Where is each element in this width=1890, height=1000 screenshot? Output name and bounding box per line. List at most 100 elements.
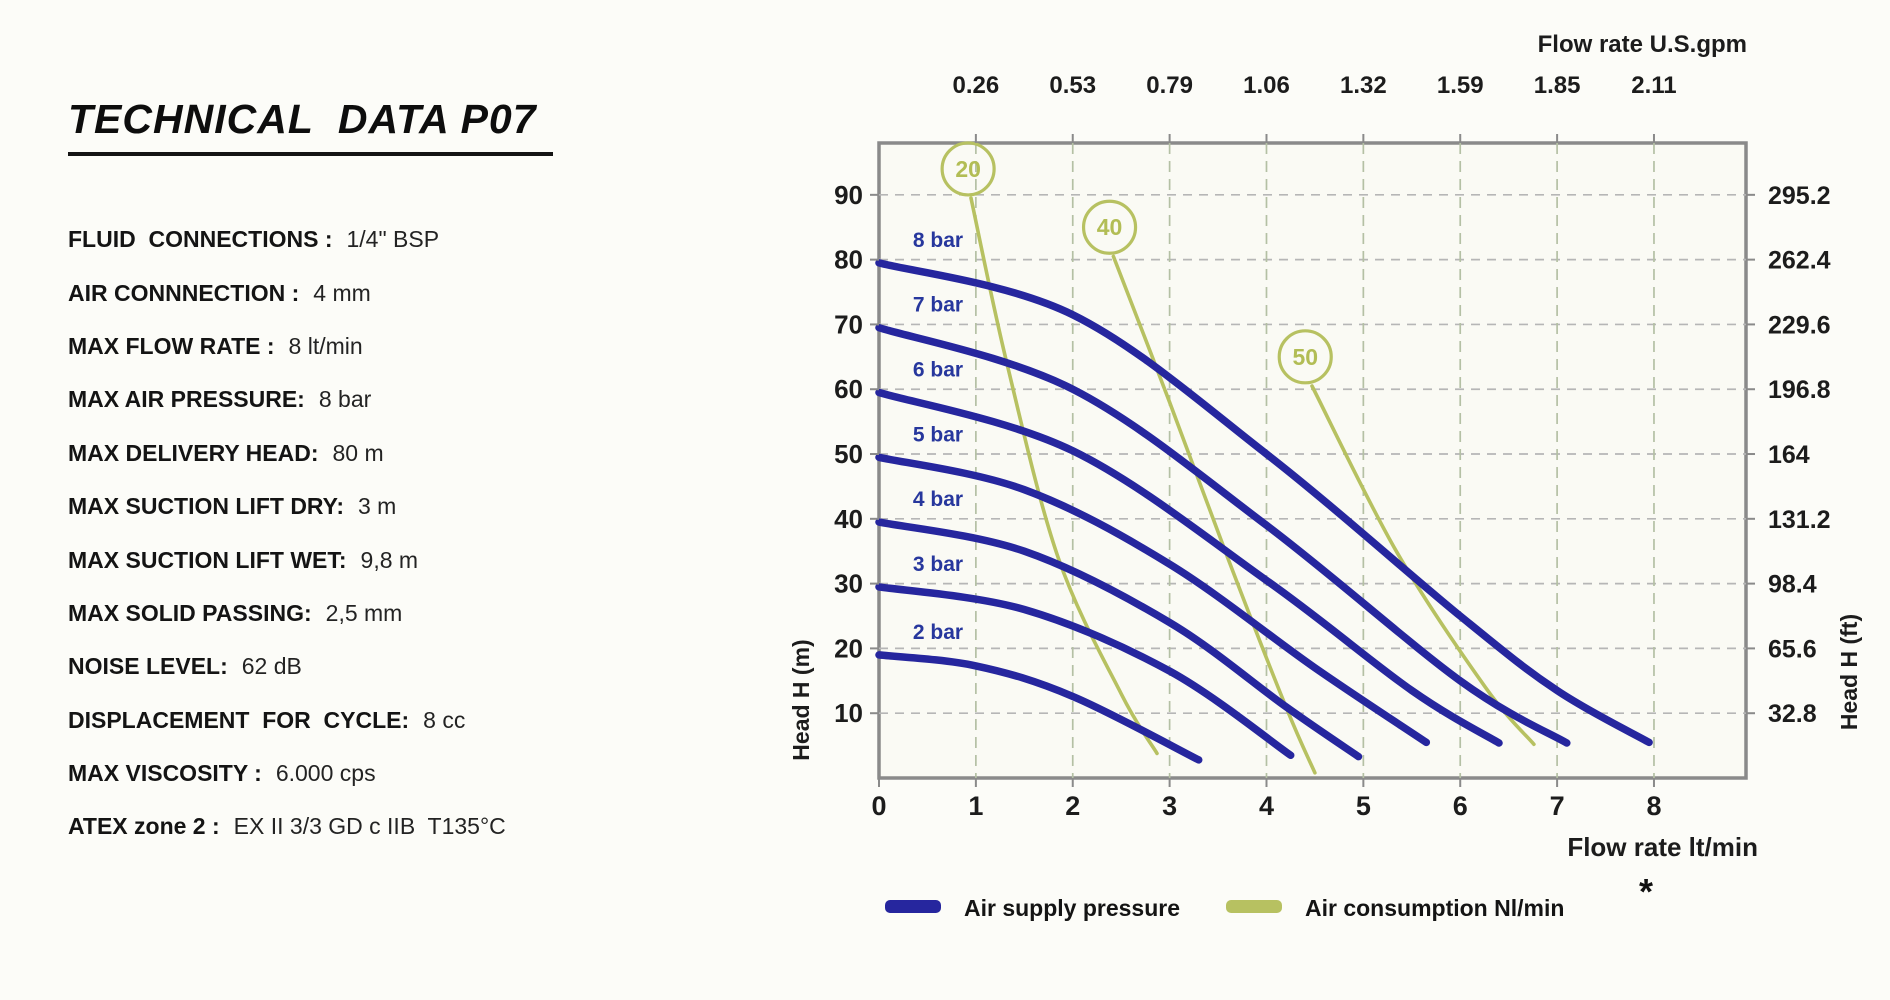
legend-swatch-air-consumption (1226, 900, 1282, 913)
x2-tick-label-6: 1.59 (1437, 72, 1484, 99)
y-tick-label-50: 50 (834, 439, 863, 469)
consumption-badge-value-20: 20 (955, 156, 981, 182)
curve-label-6-bar: 6 bar (913, 358, 963, 381)
spec-value: 3 m (357, 493, 397, 520)
spec-value: 8 bar (318, 386, 372, 413)
spec-value: 6.000 cps (275, 760, 376, 787)
spec-label: MAX SOLID PASSING: (68, 599, 312, 626)
spec-row: MAX FLOW RATE : 8 lt/min (68, 320, 748, 373)
consumption-badges: 20 40 50 (940, 141, 1333, 385)
axis-ticks: 0 1 2 3 4 5 6 7 8 0.26 0.53 0.79 1.06 1.32 1.59 1.85 2.1… (834, 72, 1831, 821)
technical-data-panel: TECHNICAL DATA P07 (68, 96, 728, 156)
supply-curve-3-bar (875, 583, 1295, 760)
legend-label-air-consumption: Air consumption Nl/min (1305, 895, 1564, 921)
consumption-line-20 (969, 196, 1159, 756)
x2-tick-label-5: 1.32 (1340, 72, 1387, 99)
plot-area (877, 141, 1748, 780)
x-tick-label-5: 5 (1356, 791, 1371, 821)
supply-curve-2-bar (875, 651, 1203, 764)
consumption-badge-value-40: 40 (1097, 214, 1123, 240)
y2-tick-label-65.6: 65.6 (1768, 635, 1817, 663)
curve-label-4-bar: 4 bar (913, 488, 963, 511)
spec-label: FLUID CONNECTIONS : (68, 226, 333, 253)
y-tick-label-80: 80 (834, 245, 863, 275)
consumption-badge-circle-20 (940, 141, 996, 197)
spec-list: FLUID CONNECTIONS : 1/4" BSP AIR CONNNECTI… (68, 213, 748, 854)
y2-tick-label-295.2: 295.2 (1768, 182, 1831, 210)
y-tick-label-10: 10 (834, 698, 863, 728)
plot-frame (877, 141, 1748, 780)
spec-row: MAX VISCOSITY : 6.000 cps (68, 747, 748, 800)
y-tick-label-90: 90 (834, 180, 863, 210)
x-tick-label-7: 7 (1550, 791, 1565, 821)
spec-row: ATEX zone 2 : EX II 3/3 GD c IIB T135°C (68, 800, 748, 853)
supply-curve-6-bar (875, 388, 1503, 747)
spec-row: AIR CONNNECTION : 4 mm (68, 266, 748, 319)
y2-tick-label-98.4: 98.4 (1768, 571, 1817, 599)
spec-row: MAX DELIVERY HEAD: 80 m (68, 427, 748, 480)
spec-row: DISPLACEMENT FOR CYCLE: 8 cc (68, 694, 748, 747)
spec-value: EX II 3/3 GD c IIB T135°C (233, 813, 506, 840)
supply-curve-7-bar (875, 323, 1571, 747)
y-tick-label-60: 60 (834, 374, 863, 404)
spec-value: 4 mm (313, 279, 371, 306)
spec-value: 62 dB (241, 653, 302, 680)
x-tick-label-0: 0 (871, 791, 886, 821)
curve-label-5-bar: 5 bar (913, 423, 963, 446)
top-axis-title: Flow rate U.S.gpm (1538, 31, 1747, 58)
legend-swatch-air-supply (885, 900, 941, 913)
y-tick-label-40: 40 (834, 504, 863, 534)
x2-tick-label-7: 1.85 (1534, 72, 1581, 99)
spec-row: NOISE LEVEL: 62 dB (68, 640, 748, 693)
curve-label-3-bar: 3 bar (913, 553, 963, 576)
y2-tick-label-262.4: 262.4 (1768, 247, 1831, 275)
spec-value: 9,8 m (360, 546, 419, 573)
spec-row: MAX SUCTION LIFT DRY: 3 m (68, 480, 748, 533)
x-tick-label-3: 3 (1162, 791, 1177, 821)
supply-curve-4-bar (875, 518, 1363, 761)
legend-label-air-supply: Air supply pressure (964, 895, 1180, 921)
spec-label: MAX VISCOSITY : (68, 760, 262, 787)
consumption-badge-value-50: 50 (1292, 344, 1318, 370)
y-tick-label-30: 30 (834, 569, 863, 599)
x2-tick-label-8: 2.11 (1631, 72, 1676, 99)
y2-tick-label-131.2: 131.2 (1768, 506, 1831, 534)
supply-curve-5-bar (875, 453, 1431, 747)
spec-value: 8 lt/min (288, 332, 363, 359)
spec-label: MAX SUCTION LIFT WET: (68, 546, 347, 573)
spec-label: MAX AIR PRESSURE: (68, 386, 305, 413)
spec-label: ATEX zone 2 : (68, 813, 220, 840)
spec-label: MAX DELIVERY HEAD: (68, 439, 319, 466)
y2-tick-label-164: 164 (1768, 441, 1810, 469)
x2-tick-label-3: 0.79 (1146, 72, 1193, 99)
consumption-badge-circle-40 (1081, 199, 1138, 255)
spec-label: DISPLACEMENT FOR CYCLE: (68, 706, 410, 733)
x-tick-label-4: 4 (1259, 791, 1274, 821)
spec-value: 2,5 mm (325, 599, 403, 626)
spec-label: AIR CONNNECTION : (68, 279, 300, 306)
supply-curve-8-bar (875, 259, 1653, 747)
spec-value: 80 m (332, 439, 384, 466)
y2-tick-label-229.6: 229.6 (1768, 311, 1831, 339)
x-tick-label-6: 6 (1453, 791, 1468, 821)
curve-label-2-bar: 2 bar (913, 621, 963, 644)
x-tick-label-2: 2 (1065, 791, 1080, 821)
y2-tick-label-32.8: 32.8 (1768, 700, 1817, 728)
footnote-asterisk: * (1639, 871, 1653, 912)
y2-tick-label-196.8: 196.8 (1768, 376, 1831, 404)
spec-value: 1/4" BSP (346, 226, 440, 253)
right-axis-title: Head H (ft) (1836, 614, 1862, 730)
consumption-badge-circle-50 (1277, 329, 1333, 385)
spec-label: NOISE LEVEL: (68, 653, 228, 680)
x2-tick-label-4: 1.06 (1243, 72, 1290, 99)
spec-row: FLUID CONNECTIONS : 1/4" BSP (68, 213, 748, 266)
y-tick-label-20: 20 (834, 633, 863, 663)
spec-value: 8 cc (423, 706, 466, 733)
spec-row: MAX SUCTION LIFT WET: 9,8 m (68, 533, 748, 586)
x2-tick-label-2: 0.53 (1049, 72, 1096, 99)
left-axis-title: Head H (m) (788, 639, 814, 760)
spec-label: MAX FLOW RATE : (68, 332, 275, 359)
bottom-axis-title: Flow rate lt/min (1567, 832, 1758, 862)
